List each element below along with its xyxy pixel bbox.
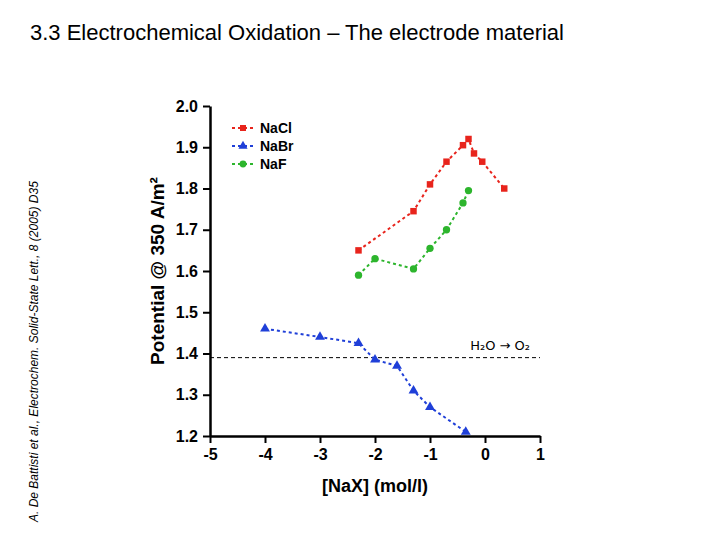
y-tick: 2.0 <box>176 98 210 115</box>
x-tick-mark <box>485 436 487 443</box>
series-line <box>265 329 466 432</box>
series-line <box>359 139 505 250</box>
legend-item: NaF <box>232 156 287 172</box>
y-tick: 1.2 <box>176 428 210 445</box>
legend-item: NaBr <box>232 138 294 154</box>
x-tick-label: -1 <box>423 446 437 463</box>
x-tick-label: -3 <box>313 446 327 463</box>
data-point <box>459 199 466 206</box>
data-point <box>371 255 378 262</box>
y-tick-label: 1.8 <box>176 180 198 197</box>
x-tick: -1 <box>423 436 437 463</box>
legend-label: NaF <box>260 156 287 172</box>
y-tick-mark <box>203 312 210 314</box>
y-axis-title: Potential @ 350 A/m² <box>147 177 168 365</box>
x-tick: -3 <box>313 436 327 463</box>
data-point <box>355 271 362 278</box>
data-point <box>443 158 449 164</box>
x-tick-label: 1 <box>536 446 545 463</box>
slide: 3.3 Electrochemical Oxidation – The elec… <box>0 0 720 540</box>
data-point <box>426 245 433 252</box>
x-tick: 0 <box>481 436 490 463</box>
legend-marker <box>240 125 246 131</box>
data-point <box>427 181 433 187</box>
plot-marks <box>210 136 540 435</box>
y-tick: 1.8 <box>176 180 210 197</box>
y-tick: 1.5 <box>176 304 210 321</box>
legend-item: NaCl <box>232 120 292 136</box>
x-tick-label: -4 <box>258 446 272 463</box>
data-point <box>354 338 364 347</box>
y-tick: 1.9 <box>176 139 210 156</box>
data-point <box>370 354 380 363</box>
y-tick-label: 1.9 <box>176 139 198 156</box>
data-point <box>410 208 416 214</box>
x-tick-mark <box>320 436 322 443</box>
y-tick: 1.7 <box>176 221 210 238</box>
x-axis: -5 -4 -3 -2 -1 0 1 <box>203 436 545 463</box>
data-point <box>501 185 507 191</box>
x-tick: -2 <box>368 436 382 463</box>
data-point <box>410 265 417 272</box>
y-tick-mark <box>203 394 210 396</box>
y-tick-label: 1.3 <box>176 386 198 403</box>
y-tick-label: 1.2 <box>176 428 198 445</box>
y-tick-label: 2.0 <box>176 98 198 115</box>
data-point <box>443 226 450 233</box>
data-point <box>315 331 325 340</box>
x-tick-mark <box>375 436 377 443</box>
y-tick-mark <box>203 353 210 355</box>
y-tick-mark <box>203 436 210 438</box>
y-tick-label: 1.7 <box>176 221 198 238</box>
legend-label: NaCl <box>260 120 292 136</box>
y-tick-label: 1.6 <box>176 263 198 280</box>
data-point <box>465 187 472 194</box>
series-line <box>359 191 469 276</box>
data-point <box>260 323 270 332</box>
legend: NaCl NaBr NaF <box>232 120 294 172</box>
y-tick-label: 1.5 <box>176 304 198 321</box>
reference-label: H₂O → O₂ <box>470 338 530 353</box>
y-tick-mark <box>203 188 210 190</box>
x-tick-mark <box>430 436 432 443</box>
legend-marker <box>240 161 247 168</box>
data-point <box>409 385 419 394</box>
x-tick-label: -2 <box>368 446 382 463</box>
data-point <box>461 426 471 435</box>
y-axis: 1.2 1.3 1.4 1.5 1.6 1.7 1.8 1.9 2.0 <box>176 98 211 445</box>
data-point <box>355 247 361 253</box>
y-tick-label: 1.4 <box>176 345 198 362</box>
data-point <box>471 150 477 156</box>
x-tick: -4 <box>258 436 272 463</box>
x-tick: -5 <box>203 436 217 463</box>
data-point <box>479 158 485 164</box>
slide-title: 3.3 Electrochemical Oxidation – The elec… <box>30 20 564 45</box>
y-tick-mark <box>203 271 210 273</box>
y-tick-mark <box>203 147 210 149</box>
legend-label: NaBr <box>260 138 294 154</box>
x-axis-title: [NaX] (mol/l) <box>322 476 428 496</box>
x-tick-label: 0 <box>481 446 490 463</box>
y-tick-mark <box>203 229 210 231</box>
y-tick: 1.4 <box>176 345 210 362</box>
x-tick: 1 <box>536 436 545 463</box>
y-tick: 1.3 <box>176 386 210 403</box>
y-tick: 1.6 <box>176 263 210 280</box>
x-tick-mark <box>265 436 267 443</box>
y-tick-mark <box>203 106 210 108</box>
data-point <box>465 136 471 142</box>
x-tick-label: -5 <box>203 446 217 463</box>
data-point <box>392 360 402 369</box>
data-point <box>425 401 435 410</box>
legend-marker <box>238 141 247 149</box>
x-tick-mark <box>540 436 542 443</box>
data-point <box>460 142 466 148</box>
citation: A. De Battisti et al., Electrochem. Soli… <box>27 181 41 523</box>
